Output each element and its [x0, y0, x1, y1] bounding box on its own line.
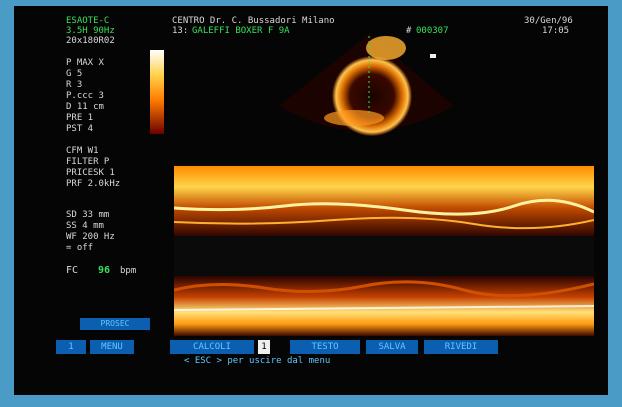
fc-unit: bpm [120, 266, 137, 276]
prosec-button[interactable]: PROSEC [80, 318, 150, 330]
m-mode-trace [174, 164, 594, 336]
probe-info: 3.5H 90Hz [66, 26, 115, 36]
exam-id: 000307 [416, 26, 449, 36]
param-top-line: P.ccc 3 [66, 91, 104, 101]
params-low: SD 33 mm SS 4 mm WF 200 Hz = off [66, 210, 115, 254]
param-mid-line: PRICESK 1 [66, 168, 115, 178]
menu-item-salva[interactable]: SALVA [366, 340, 418, 354]
param-mid-line: PRF 2.0kHz [66, 179, 121, 189]
param-low-line: SD 33 mm [66, 210, 110, 220]
center-name: CENTRO Dr. C. Bussadori Milano [172, 16, 335, 26]
params-mid: CFM W1 FILTER P PRICESK 1 PRF 2.0kHz [66, 146, 120, 190]
escape-hint: < ESC > per uscire dal menu [184, 356, 331, 366]
param-mid-line: FILTER P [66, 157, 110, 167]
menu-marker: 1 [56, 340, 86, 354]
param-low-line: = off [66, 243, 94, 253]
menu-item-testo[interactable]: TESTO [290, 340, 360, 354]
param-top-line: D 11 cm [66, 102, 104, 112]
param-top-line: P MAX X [66, 58, 104, 68]
depth-info: 20x180R02 [66, 36, 115, 46]
gray-scale-bar [150, 50, 164, 134]
menu-item-menu[interactable]: MENU [90, 340, 134, 354]
param-top-line: PST 4 [66, 124, 94, 134]
menu-item-rivedi[interactable]: RIVEDI [424, 340, 498, 354]
patient-prefix: 13: [172, 26, 189, 36]
param-top-line: PRE 1 [66, 113, 94, 123]
param-low-line: WF 200 Hz [66, 232, 115, 242]
param-mid-line: CFM W1 [66, 146, 99, 156]
param-top-line: R 3 [66, 80, 83, 90]
param-low-line: SS 4 mm [66, 221, 104, 231]
time: 17:05 [542, 26, 570, 36]
fc-label: FC [66, 265, 79, 276]
sector-image [279, 34, 454, 136]
fc-value: 96 [98, 265, 111, 276]
date: 30/Gen/96 [524, 16, 573, 26]
param-top-line: G 5 [66, 69, 83, 79]
menu-item-calcoli[interactable]: CALCOLI [170, 340, 254, 354]
menu-separator: 1 [258, 340, 270, 354]
ultrasound-screen: ESAOTE-C 3.5H 90Hz 20x180R02 CENTRO Dr. … [14, 6, 608, 395]
id-prefix: # [406, 26, 412, 36]
device-name: ESAOTE-C [66, 16, 110, 26]
marker-dot [430, 54, 436, 58]
patient-name: GALEFFI BOXER F 9A [192, 26, 290, 36]
